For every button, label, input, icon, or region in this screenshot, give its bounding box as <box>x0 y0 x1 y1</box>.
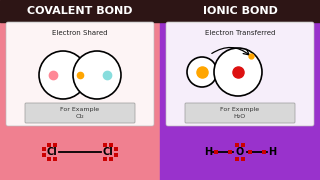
Text: IONIC BOND: IONIC BOND <box>203 6 277 16</box>
FancyBboxPatch shape <box>185 103 295 123</box>
Text: Cl: Cl <box>103 147 113 157</box>
FancyBboxPatch shape <box>6 22 154 126</box>
Circle shape <box>214 48 262 96</box>
Text: Cl: Cl <box>47 147 57 157</box>
Text: For Example: For Example <box>60 107 100 112</box>
Text: H: H <box>204 147 212 157</box>
Bar <box>160 0 320 22</box>
Text: O: O <box>236 147 244 157</box>
Text: Electron Transferred: Electron Transferred <box>205 30 275 36</box>
Bar <box>0 0 160 180</box>
FancyBboxPatch shape <box>25 103 135 123</box>
Text: H₂O: H₂O <box>234 114 246 118</box>
Text: H: H <box>268 147 276 157</box>
Text: COVALENT BOND: COVALENT BOND <box>27 6 133 16</box>
FancyBboxPatch shape <box>166 22 314 126</box>
Text: Electron Shared: Electron Shared <box>52 30 108 36</box>
Circle shape <box>187 57 217 87</box>
Bar <box>0 0 160 22</box>
Text: Cl₂: Cl₂ <box>76 114 84 118</box>
Circle shape <box>73 51 121 99</box>
Text: For Example: For Example <box>220 107 260 112</box>
Bar <box>160 0 320 180</box>
Circle shape <box>39 51 87 99</box>
